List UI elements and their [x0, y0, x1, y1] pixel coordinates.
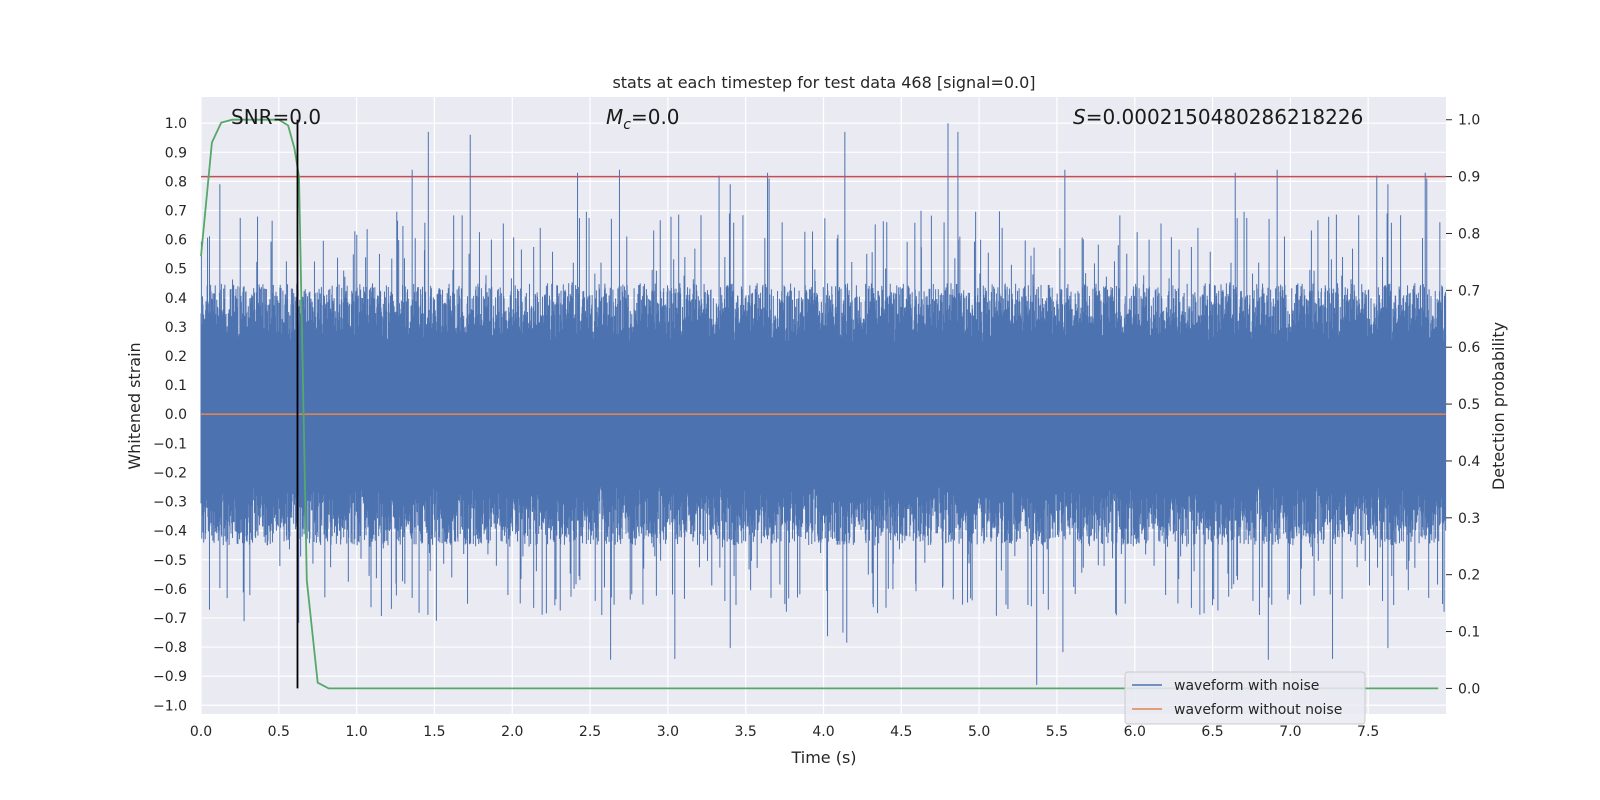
y-right-tick-label: 0.1	[1458, 625, 1480, 641]
y-left-tick-label: −0.9	[153, 669, 187, 685]
x-tick-label: 6.5	[1201, 724, 1223, 740]
y-right-tick-label: 0.3	[1458, 511, 1480, 527]
mc-annotation: Mc=0.0	[606, 105, 680, 133]
y-right-tick-label: 0.8	[1458, 226, 1480, 242]
y-left-tick-label: −0.2	[153, 465, 187, 481]
y-left-tick-label: −1.0	[153, 698, 187, 714]
y-right-axis-ticks: 1.0 0.9 0.8 0.7 0.6 0.5 0.4 0.3 0.2 0.1 0.0	[1446, 113, 1480, 697]
legend-label-waveform-with-noise: waveform with noise	[1174, 678, 1319, 694]
x-tick-label: 6.0	[1124, 724, 1146, 740]
y-right-tick-label: 0.5	[1458, 397, 1480, 413]
y-right-axis-label: Detection probability	[1489, 322, 1508, 490]
x-tick-label: 1.5	[423, 724, 445, 740]
y-left-tick-label: 0.0	[165, 407, 187, 423]
x-tick-label: 5.0	[968, 724, 990, 740]
y-left-tick-label: −0.1	[153, 436, 187, 452]
y-left-tick-label: 0.1	[165, 378, 187, 394]
y-right-tick-label: 0.0	[1458, 681, 1480, 697]
x-tick-label: 1.0	[345, 724, 367, 740]
x-tick-label: 2.5	[579, 724, 601, 740]
x-tick-label: 4.5	[890, 724, 912, 740]
y-left-tick-label: 0.3	[165, 320, 187, 336]
y-left-axis-ticks: 1.0 0.9 0.8 0.7 0.6 0.5 0.4 0.3 0.2 0.1 0.0 −0.1 −0.…	[153, 116, 187, 714]
y-left-tick-label: 0.7	[165, 204, 187, 220]
y-left-tick-label: −0.7	[153, 611, 187, 627]
series-lines	[200, 118, 1446, 690]
s-value: =0.0002150480286218226	[1086, 105, 1364, 129]
s-annotation: S=0.0002150480286218226	[1073, 105, 1363, 129]
y-left-tick-label: −0.8	[153, 640, 187, 656]
y-left-tick-label: −0.4	[153, 524, 187, 540]
y-left-tick-label: −0.6	[153, 582, 187, 598]
x-tick-label: 2.0	[501, 724, 523, 740]
y-left-tick-label: 0.9	[165, 145, 187, 161]
chart-title: stats at each timestep for test data 468…	[612, 73, 1035, 92]
x-tick-label: 3.0	[657, 724, 679, 740]
x-axis-ticks: 0.0 0.5 1.0 1.5 2.0 2.5 3.0 3.5 4.0 4.5 5.0 5.5 6.0 6…	[190, 724, 1379, 740]
x-tick-label: 7.0	[1279, 724, 1301, 740]
y-right-tick-label: 1.0	[1458, 113, 1480, 129]
y-left-tick-label: 0.2	[165, 349, 187, 365]
mc-symbol: M	[606, 105, 623, 129]
legend: waveform with noise waveform without noi…	[1124, 671, 1366, 725]
y-left-axis-label: Whitened strain	[125, 342, 144, 469]
x-tick-label: 0.0	[190, 724, 212, 740]
y-right-tick-label: 0.6	[1458, 340, 1480, 356]
x-axis-label: Time (s)	[790, 748, 856, 767]
y-left-tick-label: −0.3	[153, 495, 187, 511]
legend-box	[1124, 671, 1366, 725]
x-tick-label: 4.0	[812, 724, 834, 740]
mc-value: =0.0	[631, 105, 680, 129]
x-tick-label: 5.5	[1046, 724, 1068, 740]
legend-label-waveform-without-noise: waveform without noise	[1174, 702, 1342, 718]
y-left-tick-label: −0.5	[153, 553, 187, 569]
y-right-tick-label: 0.4	[1458, 454, 1480, 470]
mc-subscript: c	[623, 117, 631, 133]
y-right-tick-label: 0.9	[1458, 170, 1480, 186]
y-left-tick-label: 0.4	[165, 291, 187, 307]
x-tick-label: 3.5	[735, 724, 757, 740]
y-right-tick-label: 0.2	[1458, 568, 1480, 584]
y-left-tick-label: 0.6	[165, 233, 187, 249]
snr-annotation: SNR=0.0	[231, 105, 321, 129]
y-left-tick-label: 0.5	[165, 262, 187, 278]
y-right-tick-label: 0.7	[1458, 283, 1480, 299]
s-symbol: S	[1073, 105, 1086, 129]
y-left-tick-label: 0.8	[165, 174, 187, 190]
x-tick-label: 0.5	[268, 724, 290, 740]
x-tick-label: 7.5	[1357, 724, 1379, 740]
y-left-tick-label: 1.0	[165, 116, 187, 132]
